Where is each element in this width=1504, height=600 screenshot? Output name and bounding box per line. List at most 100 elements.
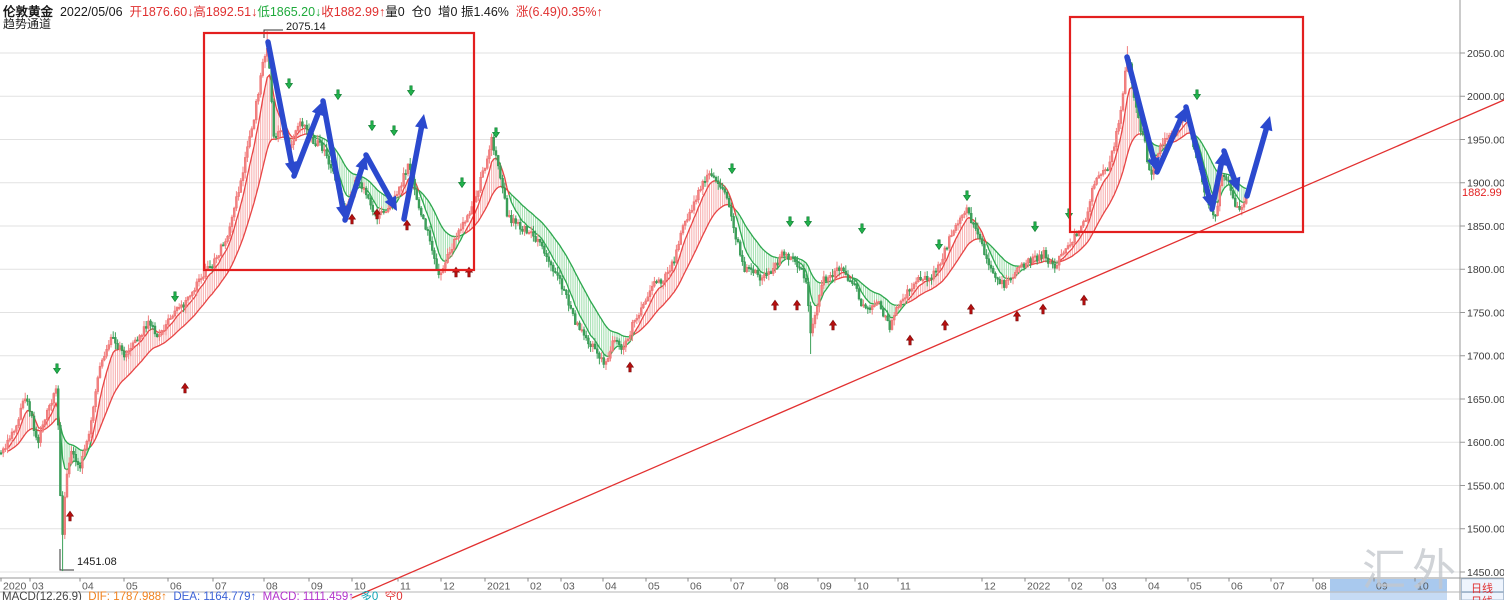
candle-body <box>1079 225 1083 232</box>
x-axis-label: 06 <box>690 581 702 593</box>
candle-body <box>151 325 155 328</box>
trend-arrow-shaft <box>1154 115 1184 175</box>
candle-body <box>954 224 957 231</box>
candle-body <box>259 75 262 95</box>
candle-body <box>917 277 920 282</box>
y-axis-label: 1900.00 <box>1467 178 1504 190</box>
candle-body <box>835 267 839 272</box>
macd-row-segment: 多0 <box>360 591 385 600</box>
candle-body <box>173 310 177 317</box>
candle-body <box>417 199 421 209</box>
candle-body <box>41 424 44 432</box>
candle-body <box>585 335 588 339</box>
candle-body <box>477 190 480 197</box>
period-daily-button-lower[interactable]: 日线 <box>1461 593 1503 600</box>
candle-body <box>481 170 484 178</box>
macd-row-segment: DEA: 1164.779↑ <box>173 591 263 600</box>
buy-signal-up-arrow-icon <box>770 299 780 311</box>
candle-body <box>1121 93 1125 111</box>
candle-body <box>884 315 887 318</box>
quote-header-segment: 低1865.20↓ <box>257 5 322 19</box>
candle-body <box>505 198 509 217</box>
candle-body <box>497 155 500 167</box>
candle-body <box>932 270 935 280</box>
candle-body <box>46 409 49 420</box>
candle-body <box>177 307 181 309</box>
candle-body <box>692 201 696 211</box>
candle-body <box>928 277 931 281</box>
candle-body <box>147 320 150 329</box>
macd-row-segment: DIF: 1787.988↑ <box>88 591 174 600</box>
candle-body <box>915 281 918 285</box>
candle-body <box>395 194 399 197</box>
candle-body <box>989 264 993 269</box>
x-axis-label: 12 <box>984 581 996 593</box>
candle-body <box>688 212 691 220</box>
candle-body <box>1035 255 1039 262</box>
candle-body <box>503 187 506 199</box>
x-axis-label: 03 <box>563 581 575 593</box>
candle-body <box>107 344 111 350</box>
candle-body <box>811 323 814 334</box>
band-edge <box>907 238 987 304</box>
sell-signal-down-arrow-icon <box>803 216 813 228</box>
candle-body <box>164 324 168 331</box>
x-axis-label: 06 <box>1231 581 1243 593</box>
candle-body <box>941 258 944 265</box>
candle-body <box>1150 169 1153 175</box>
candle-body <box>842 267 845 272</box>
candle-body <box>321 142 324 151</box>
trend-arrow-shaft <box>265 39 295 167</box>
candle-body <box>1236 206 1239 208</box>
sell-signal-down-arrow-icon <box>1192 89 1202 101</box>
candle-body <box>851 280 854 284</box>
candle-body <box>1211 210 1215 216</box>
candle-body <box>783 251 786 256</box>
candle-body <box>994 272 997 278</box>
sell-signal-down-arrow-icon <box>52 363 62 375</box>
candle-body <box>868 307 872 310</box>
candle-body <box>39 431 42 443</box>
candle-body <box>96 377 100 392</box>
period-daily-button[interactable]: 日线 <box>1471 582 1493 595</box>
candle-body <box>732 216 735 229</box>
axis-selection-highlight[interactable] <box>1330 579 1447 592</box>
candle-body <box>1119 109 1123 124</box>
candle-body <box>219 244 223 256</box>
band-edge <box>59 425 92 452</box>
candle-body <box>904 297 907 300</box>
candle-body <box>426 229 429 231</box>
candle-body <box>221 244 225 247</box>
candle-body <box>963 212 966 216</box>
candle-body <box>413 178 416 190</box>
candle-body <box>1042 250 1046 259</box>
x-axis-label: 11 <box>400 581 411 593</box>
candle-body <box>901 298 905 302</box>
candle-body <box>186 296 190 301</box>
candle-body <box>125 354 128 358</box>
buy-signal-up-arrow-icon <box>625 361 635 373</box>
candle-body <box>118 345 122 350</box>
candle-body <box>582 329 586 336</box>
candle-body <box>743 261 746 272</box>
candle-body <box>538 238 542 243</box>
candle-body <box>1240 207 1244 210</box>
candle-body <box>849 280 852 283</box>
x-axis-label: 05 <box>1190 581 1202 593</box>
band-edge <box>508 191 635 338</box>
trend-channel-band <box>7 73 1247 471</box>
candle-body <box>213 258 216 269</box>
macd-row-segment: MACD: 1111.459↑ <box>262 591 361 600</box>
candle-body <box>1159 144 1162 154</box>
candle-body <box>1057 255 1061 266</box>
sell-signal-down-arrow-icon <box>785 216 795 228</box>
candle-body <box>175 307 179 312</box>
candle-body <box>422 214 425 220</box>
candle-body <box>360 182 363 189</box>
candle-body <box>527 232 531 234</box>
candle-body <box>78 464 82 469</box>
candle-body <box>6 439 9 449</box>
candle-body <box>305 124 308 130</box>
x-axis-label: 05 <box>648 581 660 593</box>
